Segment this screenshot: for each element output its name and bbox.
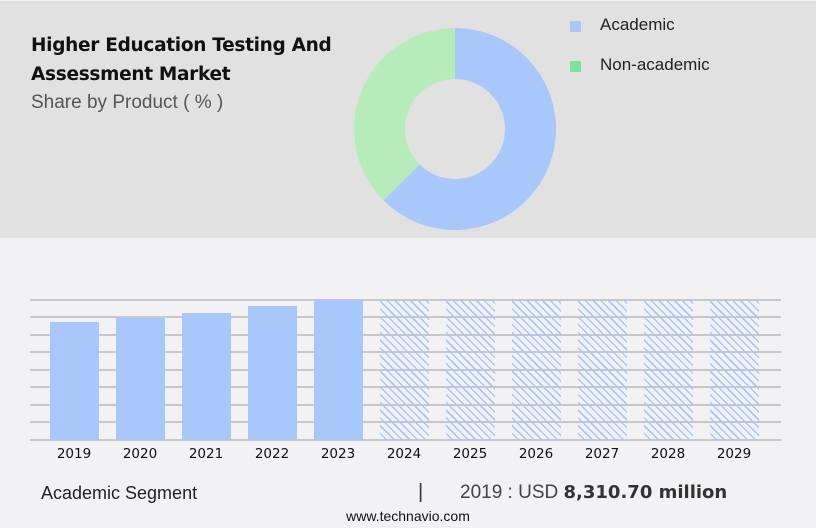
donut-slice-non-academic xyxy=(354,28,455,201)
bar-2028-forecast xyxy=(644,300,693,440)
x-axis-baseline xyxy=(30,439,781,441)
top-panel: Higher Education Testing And Assessment … xyxy=(0,0,816,238)
legend-swatch-non-academic xyxy=(570,61,581,72)
value-prefix: 2019 : USD xyxy=(460,482,559,503)
donut-slice-academic xyxy=(383,28,556,231)
bar-2020 xyxy=(116,318,165,440)
title-line-1: Higher Education Testing And xyxy=(31,35,332,56)
bar-2024-forecast xyxy=(380,300,429,440)
x-tick-label: 2023 xyxy=(320,446,356,462)
bar-2027-forecast xyxy=(578,300,627,440)
x-tick-label: 2026 xyxy=(518,446,554,462)
bar-2023 xyxy=(314,300,363,440)
bar-2021 xyxy=(182,313,231,440)
donut-chart xyxy=(354,28,556,231)
x-tick-label: 2021 xyxy=(188,446,224,462)
source-link[interactable]: www.technavio.com xyxy=(346,508,470,524)
x-tick-label: 2025 xyxy=(452,446,488,462)
bar-chart: 2019 2020 2021 2022 2023 2024 2025 2026 … xyxy=(0,238,816,468)
bar-2025-forecast xyxy=(446,300,495,440)
chart-subtitle: Share by Product ( % ) xyxy=(31,92,224,113)
chart-title: Higher Education Testing And Assessment … xyxy=(31,31,332,89)
segment-label: Academic Segment xyxy=(41,483,198,503)
x-tick-label: 2027 xyxy=(584,446,620,462)
x-tick-label: 2029 xyxy=(716,446,752,462)
bar-2022 xyxy=(248,306,297,440)
x-tick-label: 2022 xyxy=(254,446,290,462)
legend-label: Non-academic xyxy=(600,55,710,74)
value-amount: 8,310.70 million xyxy=(563,482,728,503)
segment-value: 2019 : USD 8,310.70 million xyxy=(460,482,727,504)
bar-2026-forecast xyxy=(512,300,561,440)
x-tick-label: 2020 xyxy=(122,446,158,462)
x-tick-label: 2019 xyxy=(56,446,92,462)
footer-separator: | xyxy=(418,481,424,503)
bar-2019 xyxy=(50,322,99,440)
legend-swatch-academic xyxy=(570,21,581,32)
title-line-2: Assessment Market xyxy=(31,64,231,85)
x-tick-label: 2024 xyxy=(386,446,422,462)
bar-2029-forecast xyxy=(710,300,759,440)
legend-label: Academic xyxy=(600,15,675,34)
x-tick-label: 2028 xyxy=(650,446,686,462)
